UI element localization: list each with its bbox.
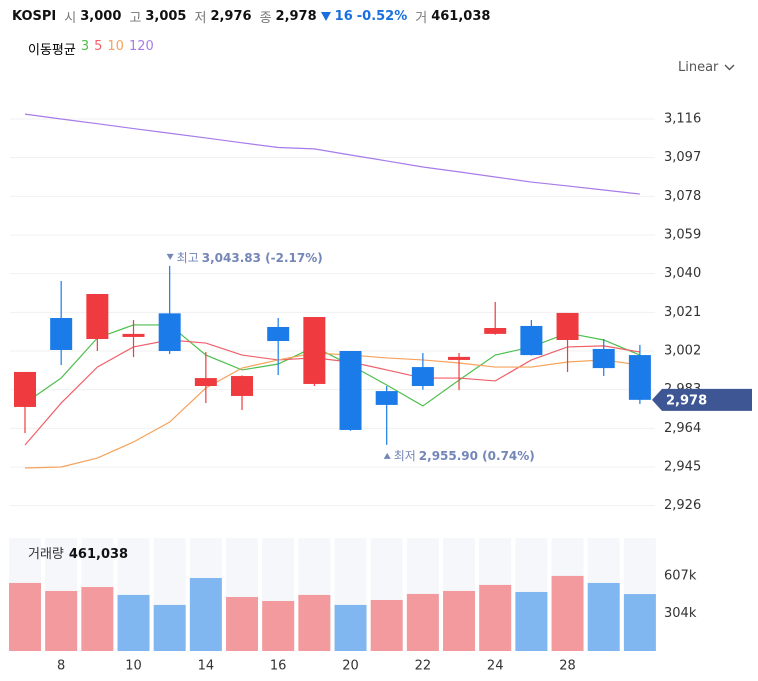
ma-legend-item: 10 bbox=[107, 39, 124, 54]
annotation-value: 3,043.83 (-2.17%) bbox=[202, 250, 323, 264]
annotation-text: 최저 bbox=[394, 448, 416, 462]
scale-mode: Linear bbox=[678, 60, 719, 75]
annotation-icon bbox=[383, 452, 391, 459]
scale-dropdown[interactable]: Linear bbox=[678, 60, 735, 75]
candle-body bbox=[556, 312, 579, 341]
annotation: 최저 2,955.90 (0.74%) bbox=[394, 448, 535, 462]
volume-title: 거래량 461,038 bbox=[28, 547, 128, 562]
candle-body bbox=[448, 356, 471, 360]
volume-bar bbox=[370, 599, 403, 651]
candle-body bbox=[231, 376, 254, 396]
y-tick-label: 2,964 bbox=[664, 421, 701, 436]
candle-body bbox=[628, 355, 651, 400]
y-tick-label: 3,059 bbox=[664, 227, 701, 242]
y-tick-label: 3,002 bbox=[664, 343, 701, 358]
y-tick-label: 2,926 bbox=[664, 498, 701, 513]
open-label: 시 bbox=[64, 11, 77, 26]
volume-bar bbox=[587, 582, 620, 651]
volume-bar bbox=[189, 578, 222, 651]
candle-body bbox=[50, 318, 73, 350]
change: 16 bbox=[334, 9, 353, 24]
symbol: KOSPI bbox=[12, 9, 57, 24]
candle-body bbox=[303, 317, 326, 384]
high-label: 고 bbox=[129, 11, 142, 26]
y-tick-label: 3,021 bbox=[664, 305, 701, 320]
high-value: 3,005 bbox=[145, 9, 187, 24]
volume-bar bbox=[153, 604, 186, 651]
volume-bar bbox=[226, 597, 259, 651]
candle-body bbox=[267, 326, 290, 342]
open-value: 3,000 bbox=[80, 9, 122, 24]
volume-bar bbox=[117, 594, 150, 651]
close-value: 2,978 bbox=[275, 9, 317, 24]
volume-bar bbox=[515, 591, 548, 651]
volume-bar bbox=[298, 594, 331, 651]
annotation: 최고 3,043.83 (-2.17%) bbox=[177, 250, 323, 264]
candle-body bbox=[411, 367, 434, 386]
price-badge-label: 2,978 bbox=[666, 393, 707, 408]
y-tick-label: 3,097 bbox=[664, 150, 701, 165]
x-tick-label: 8 bbox=[57, 659, 65, 674]
x-tick-label: 10 bbox=[125, 659, 142, 674]
candle-body bbox=[86, 294, 109, 339]
volume-bar bbox=[406, 593, 439, 651]
volume-value: 461,038 bbox=[431, 9, 491, 24]
annotation-icon bbox=[166, 253, 174, 260]
volume-bar bbox=[334, 604, 367, 651]
volume-total: 461,038 bbox=[69, 547, 128, 562]
volume-bar bbox=[9, 582, 41, 651]
ma-line bbox=[24, 113, 640, 195]
change-pct: -0.52% bbox=[356, 9, 408, 24]
candle-body bbox=[339, 350, 362, 430]
volume-bar bbox=[262, 600, 295, 651]
volume-bar bbox=[551, 575, 584, 651]
volume-tick-label: 607k bbox=[664, 569, 697, 584]
candle-body bbox=[520, 325, 543, 356]
ma-legend-item: 120 bbox=[128, 39, 154, 54]
annotation-value: 2,955.90 (0.74%) bbox=[419, 448, 535, 462]
candle-body bbox=[158, 313, 181, 351]
y-tick-label: 2,945 bbox=[664, 459, 701, 474]
x-tick-label: 14 bbox=[198, 659, 215, 674]
low-label: 저 bbox=[194, 11, 207, 26]
annotation-text: 최고 bbox=[177, 250, 199, 264]
volume-label: 거 bbox=[415, 11, 428, 26]
volume-label: 거래량 bbox=[28, 547, 64, 562]
quote-header: KOSPI 시 3,000 고 3,005 저 2,976 종 2,978 16 -0.… bbox=[12, 7, 490, 26]
ma-legend-item: 3 bbox=[80, 39, 90, 54]
ma-label: 이동평균 bbox=[28, 43, 76, 58]
volume-bar bbox=[45, 590, 78, 651]
candle-body bbox=[14, 371, 36, 407]
x-tick-label: 24 bbox=[487, 659, 504, 674]
volume-bar bbox=[479, 584, 512, 651]
y-tick-label: 3,040 bbox=[664, 266, 701, 281]
x-tick-label: 20 bbox=[342, 659, 359, 674]
ma-line bbox=[24, 352, 640, 469]
candle-body bbox=[484, 327, 507, 334]
candle-body bbox=[194, 378, 217, 386]
x-tick-label: 28 bbox=[559, 659, 576, 674]
chevron bbox=[724, 64, 735, 71]
x-tick-label: 16 bbox=[270, 659, 287, 674]
volume-bar bbox=[443, 590, 476, 651]
volume-bar bbox=[623, 594, 656, 651]
down-icon bbox=[320, 12, 331, 21]
volume-tick-label: 304k bbox=[664, 606, 697, 621]
candle-body bbox=[592, 348, 615, 369]
y-tick-label: 3,078 bbox=[664, 189, 701, 204]
ma-legend-item: 5 bbox=[94, 39, 103, 54]
candle-body bbox=[375, 391, 398, 405]
ma-line bbox=[24, 339, 640, 446]
candle-body bbox=[122, 333, 145, 337]
y-tick-label: 3,116 bbox=[664, 111, 701, 126]
price-badge bbox=[652, 388, 752, 411]
ma-line bbox=[24, 324, 641, 407]
volume-bar bbox=[81, 587, 114, 651]
ma-legend: 이동평균 3 5 10 120 bbox=[28, 39, 154, 58]
close-label: 종 bbox=[259, 11, 272, 26]
low-value: 2,976 bbox=[210, 9, 252, 24]
x-tick-label: 22 bbox=[415, 659, 432, 674]
